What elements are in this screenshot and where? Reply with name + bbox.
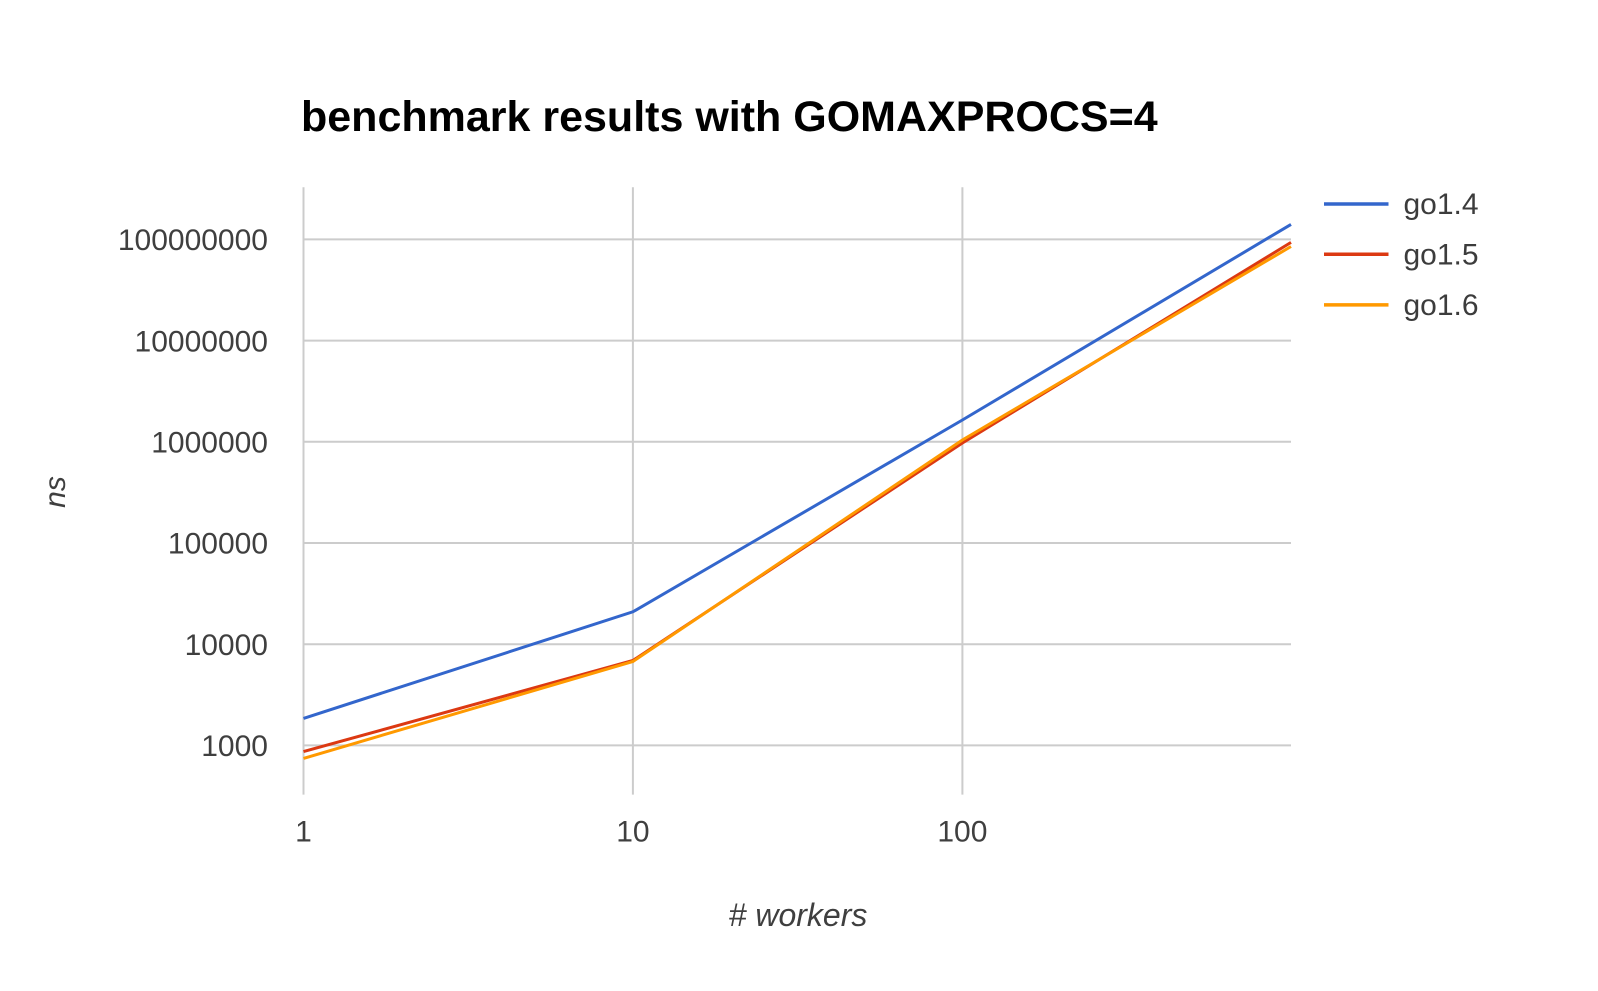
svg-text:go1.4: go1.4 <box>1404 188 1479 221</box>
svg-text:100: 100 <box>937 816 987 849</box>
svg-text:1000000: 1000000 <box>151 427 268 460</box>
svg-text:1000: 1000 <box>201 730 268 763</box>
svg-text:# workers: # workers <box>729 897 868 933</box>
svg-text:10000: 10000 <box>185 629 268 662</box>
svg-text:10: 10 <box>616 816 649 849</box>
svg-text:10000000: 10000000 <box>135 325 268 358</box>
svg-text:benchmark results with GOMAXPR: benchmark results with GOMAXPROCS=4 <box>301 93 1158 141</box>
svg-text:go1.6: go1.6 <box>1404 289 1479 322</box>
svg-text:ns: ns <box>39 476 72 508</box>
svg-text:1: 1 <box>295 816 312 849</box>
svg-text:go1.5: go1.5 <box>1404 239 1479 272</box>
svg-text:100000000: 100000000 <box>118 224 268 257</box>
svg-text:100000: 100000 <box>168 528 268 561</box>
